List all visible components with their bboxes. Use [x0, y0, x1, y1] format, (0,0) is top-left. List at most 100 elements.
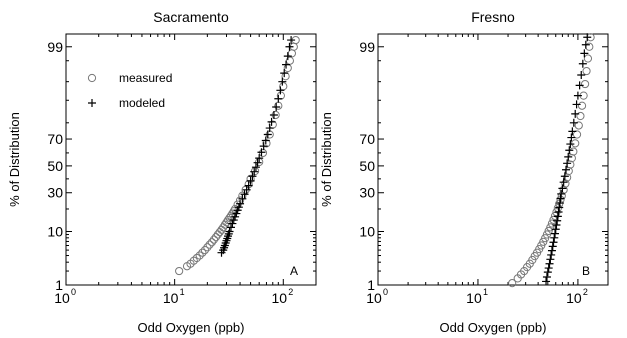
- modeled-point: [581, 40, 590, 49]
- modeled-point: [551, 229, 560, 238]
- modeled-point: [553, 216, 562, 225]
- modeled-point: [552, 221, 561, 230]
- modeled-point: [234, 203, 243, 212]
- modeled-point: [559, 178, 568, 187]
- measured-point: [215, 227, 224, 237]
- modeled-point: [267, 117, 276, 126]
- measured-point: [283, 63, 292, 73]
- modeled-point: [567, 133, 576, 142]
- x-tick-exponent: 2: [583, 287, 588, 297]
- measured-point: [583, 54, 593, 63]
- y-tick-label: 99: [47, 39, 63, 55]
- modeled-point: [553, 212, 562, 221]
- x-tick-label: 10: [366, 290, 382, 306]
- modeled-point: [261, 136, 270, 145]
- modeled-point: [568, 127, 577, 136]
- modeled-point: [572, 100, 581, 109]
- x-tick-label: 10: [54, 290, 70, 306]
- x-tick-label: 10: [566, 290, 582, 306]
- measured-point: [580, 79, 590, 89]
- modeled-point: [548, 242, 557, 251]
- x-tick-exponent: 2: [288, 287, 293, 297]
- modeled-point: [556, 194, 565, 203]
- modeled-point: [557, 189, 566, 198]
- modeled-point: [282, 60, 291, 69]
- modeled-point: [549, 238, 558, 247]
- measured-point: [195, 251, 204, 260]
- modeled-point: [272, 102, 281, 111]
- panel-letter: B: [582, 264, 590, 278]
- series-measured: [175, 35, 300, 276]
- y-axis-label: % of Distribution: [7, 112, 22, 207]
- y-tick-label: 30: [359, 185, 375, 201]
- modeled-point: [269, 110, 278, 119]
- measured-point: [582, 66, 591, 76]
- modeled-point: [255, 154, 264, 163]
- modeled-point: [265, 124, 274, 133]
- y-tick-label: 99: [359, 39, 375, 55]
- modeled-point: [542, 277, 551, 286]
- modeled-point: [250, 167, 259, 176]
- modeled-point: [571, 109, 580, 118]
- y-tick-label: 70: [359, 131, 375, 147]
- modeled-point: [547, 250, 556, 259]
- modeled-point: [278, 77, 287, 86]
- modeled-point: [257, 148, 266, 157]
- series-modeled: [217, 36, 296, 257]
- modeled-point: [547, 246, 556, 255]
- modeled-point: [545, 259, 554, 268]
- panel-title: Fresno: [471, 9, 515, 25]
- y-tick-label: 1: [55, 277, 63, 293]
- modeled-point: [287, 36, 296, 45]
- modeled-point: [573, 91, 582, 100]
- x-tick-label: 10: [466, 290, 482, 306]
- modeled-point: [561, 165, 570, 174]
- modeled-point: [542, 272, 551, 281]
- modeled-point: [563, 159, 572, 168]
- modeled-point: [565, 146, 574, 155]
- y-tick-label: 1: [367, 277, 375, 293]
- y-tick-label: 70: [47, 131, 63, 147]
- measured-point: [192, 253, 201, 263]
- measured-point: [572, 130, 582, 139]
- measured-point: [262, 139, 271, 148]
- modeled-point: [253, 158, 262, 167]
- y-tick-label: 30: [47, 185, 63, 201]
- measured-point: [175, 266, 184, 276]
- measured-point: [569, 147, 578, 156]
- modeled-point: [564, 152, 573, 161]
- modeled-point: [580, 49, 589, 58]
- panel-letter: A: [290, 264, 298, 278]
- modeled-point: [244, 181, 253, 190]
- modeled-point: [544, 264, 553, 273]
- modeled-point: [555, 203, 564, 212]
- measured-point: [200, 246, 210, 255]
- modeled-point: [232, 209, 241, 218]
- measured-point: [207, 238, 216, 247]
- measured-point: [546, 223, 555, 232]
- measured-point: [217, 225, 226, 234]
- modeled-point: [285, 42, 294, 51]
- modeled-point: [226, 223, 235, 232]
- modeled-point: [238, 194, 247, 203]
- modeled-point: [555, 199, 564, 208]
- measured-point: [205, 240, 214, 249]
- modeled-point: [259, 142, 268, 151]
- modeled-point: [283, 52, 292, 61]
- legend-label-measured: measured: [119, 71, 172, 85]
- y-tick-label: 50: [359, 158, 375, 174]
- x-axis-label: Odd Oxygen (ppb): [138, 320, 245, 335]
- x-axis-label: Odd Oxygen (ppb): [440, 320, 547, 335]
- measured-point: [203, 243, 212, 252]
- measured-point: [574, 121, 583, 130]
- modeled-point: [551, 225, 560, 234]
- modeled-point: [280, 69, 289, 78]
- measured-point: [547, 219, 557, 228]
- modeled-point: [546, 255, 555, 264]
- measured-point: [225, 213, 234, 222]
- modeled-point: [240, 190, 249, 199]
- modeled-point: [578, 59, 587, 68]
